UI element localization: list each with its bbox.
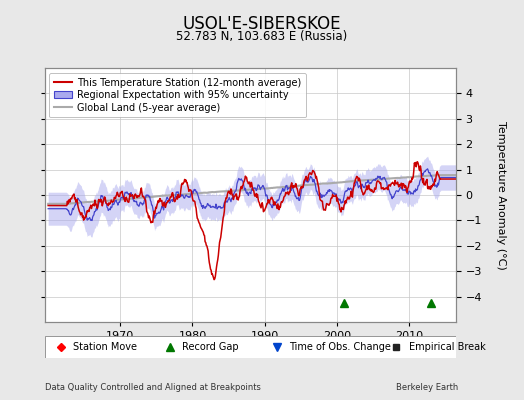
Text: Berkeley Earth: Berkeley Earth [396, 383, 458, 392]
Text: Record Gap: Record Gap [182, 342, 239, 352]
Y-axis label: Temperature Anomaly (°C): Temperature Anomaly (°C) [496, 121, 506, 269]
Text: Empirical Break: Empirical Break [409, 342, 485, 352]
Text: Data Quality Controlled and Aligned at Breakpoints: Data Quality Controlled and Aligned at B… [45, 383, 260, 392]
Text: Station Move: Station Move [73, 342, 137, 352]
Text: USOL'E-SIBERSKOE: USOL'E-SIBERSKOE [183, 15, 341, 33]
Text: Time of Obs. Change: Time of Obs. Change [289, 342, 391, 352]
Legend: This Temperature Station (12-month average), Regional Expectation with 95% uncer: This Temperature Station (12-month avera… [49, 73, 305, 118]
Text: 52.783 N, 103.683 E (Russia): 52.783 N, 103.683 E (Russia) [177, 30, 347, 43]
